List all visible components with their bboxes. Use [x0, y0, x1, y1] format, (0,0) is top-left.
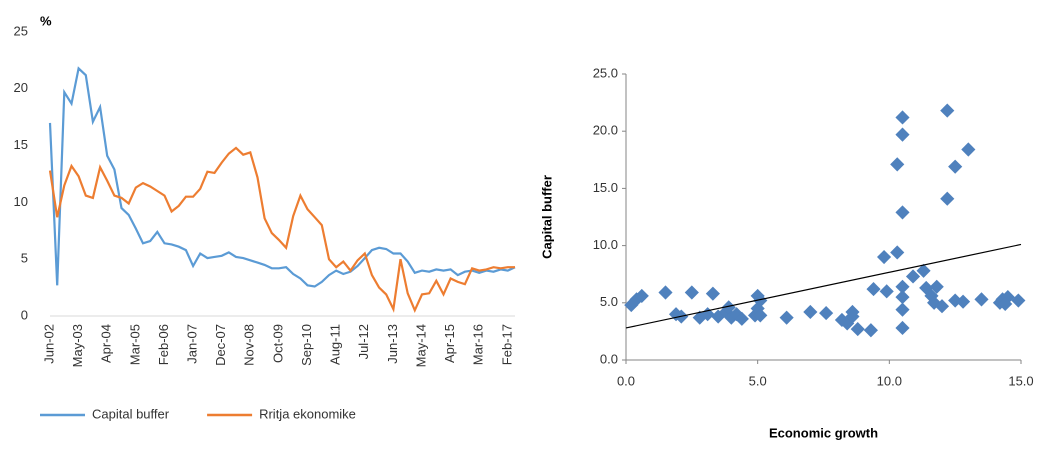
scatter-point [940, 103, 955, 118]
y-tick-label: 25 [14, 23, 28, 38]
scatter-point [705, 286, 720, 301]
x-tick-label: May-14 [413, 324, 428, 367]
y-tick-label: 20.0 [593, 123, 618, 138]
scatter-point [658, 285, 673, 300]
scatter-point [905, 269, 921, 284]
x-tick-label: Mar-05 [127, 324, 142, 365]
scatter-point [779, 310, 794, 325]
x-tick-label: Feb-06 [156, 324, 171, 365]
x-tick-label: Sep-10 [299, 324, 314, 366]
scatter-point [895, 279, 910, 294]
scatter-point [895, 110, 910, 125]
y-tick-label: 25.0 [593, 65, 618, 80]
x-tick-label: 0.0 [617, 373, 635, 388]
scatter-point [879, 284, 894, 299]
scatter-point [634, 288, 649, 304]
scatter-point [876, 249, 892, 265]
x-tick-label: Oct-09 [270, 324, 285, 363]
scatter-point [895, 320, 910, 336]
scatter-point [845, 304, 860, 320]
y-tick-label: 20 [14, 80, 28, 95]
scatter-point [819, 306, 834, 321]
x-tick-label: Nov-08 [242, 324, 257, 366]
legend-label: Rritja ekonomike [259, 406, 356, 421]
scatter-point [916, 263, 931, 278]
scatter-point [934, 299, 950, 314]
scatter-point [890, 245, 905, 260]
x-tick-label: Mar-16 [471, 324, 486, 365]
scatter-point [895, 290, 910, 305]
x-tick-label: May-03 [70, 324, 85, 367]
legend-label: Capital buffer [92, 406, 170, 421]
scatter-point [948, 159, 963, 174]
x-tick-label: 15.0 [1008, 373, 1033, 388]
y-tick-label: 0 [21, 307, 28, 322]
scatter-point [929, 279, 944, 294]
scatter-point [974, 292, 989, 307]
scatter-point [955, 294, 971, 309]
x-tick-label: Jun-02 [41, 324, 56, 364]
y-tick-label: 10 [14, 194, 28, 209]
x-tick-label: 5.0 [749, 373, 767, 388]
scatter-point [850, 322, 865, 337]
scatter-point [803, 304, 818, 320]
y-tick-label: 0.0 [600, 351, 618, 366]
y-axis-label: % [40, 13, 52, 28]
y-tick-label: 15.0 [593, 180, 618, 195]
x-tick-label: Dec-07 [213, 324, 228, 366]
scatter-point [895, 205, 910, 220]
trend-line [625, 243, 1022, 329]
scatter-point [721, 300, 736, 315]
scatter-point [866, 282, 881, 297]
scatter-point [1011, 293, 1026, 308]
x-axis-label: Economic growth [769, 425, 878, 440]
scatter-point [700, 307, 715, 322]
scatter-point [961, 142, 976, 157]
y-tick-label: 5.0 [600, 294, 618, 309]
y-axis-label: Capital buffer [539, 175, 554, 259]
series-line [48, 146, 515, 314]
x-tick-label: 10.0 [877, 373, 902, 388]
x-tick-label: Jan-07 [185, 324, 200, 364]
scatter-point [684, 285, 699, 300]
scatter-point [890, 157, 905, 172]
scatter-point [734, 311, 749, 326]
scatter-point [863, 323, 878, 338]
x-tick-label: Apr-04 [99, 324, 114, 363]
x-tick-label: Jul-12 [356, 324, 371, 359]
x-tick-label: Jun-13 [385, 324, 400, 364]
y-tick-label: 5 [21, 251, 28, 266]
scatter-point [895, 127, 910, 142]
series-line [48, 66, 516, 288]
scatter-point [753, 308, 768, 323]
x-tick-label: Feb-17 [499, 324, 514, 365]
x-tick-label: Aug-11 [328, 324, 343, 365]
y-tick-label: 10.0 [593, 237, 618, 252]
scatter-point [753, 293, 768, 308]
scatter-point [998, 296, 1013, 312]
scatter-point [940, 191, 955, 206]
y-tick-label: 15 [14, 137, 28, 152]
x-tick-label: Apr-15 [442, 324, 457, 363]
scatter-point [895, 302, 910, 317]
